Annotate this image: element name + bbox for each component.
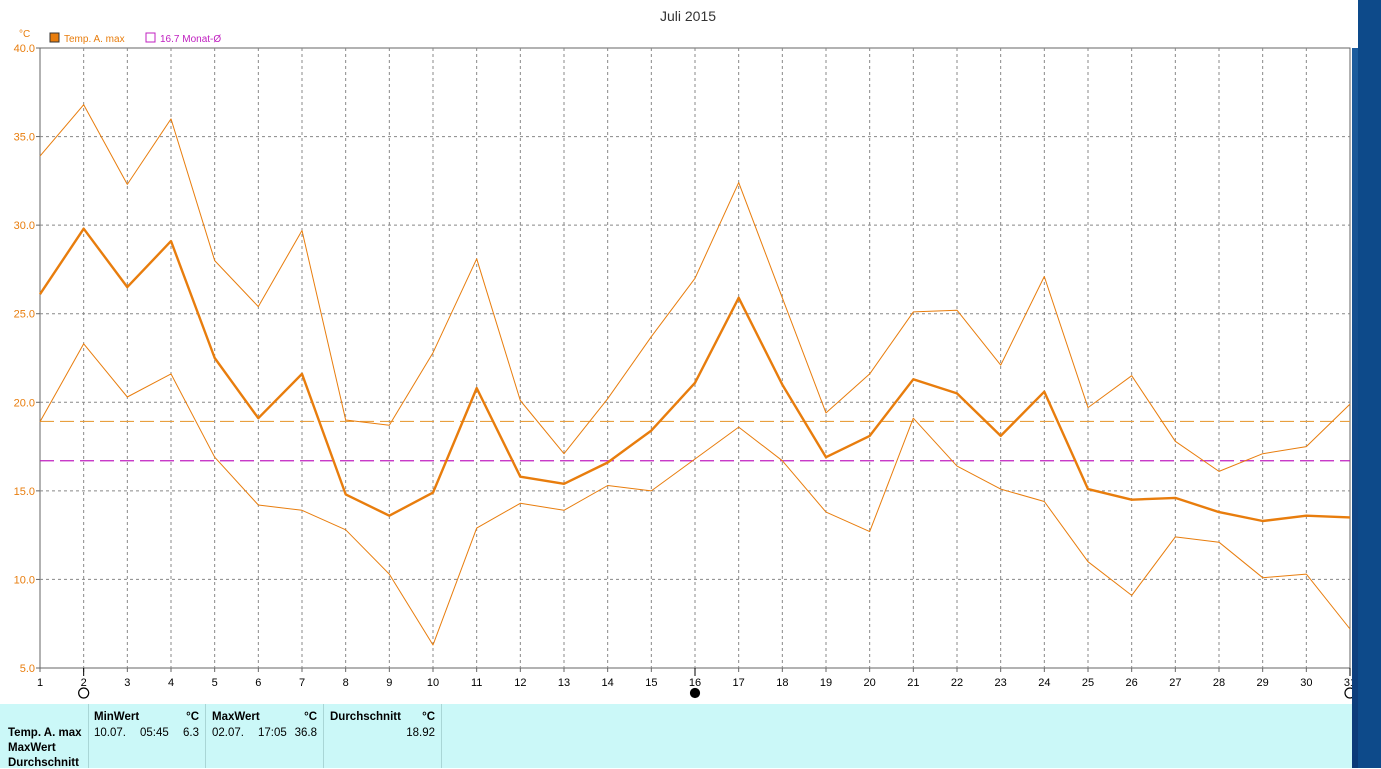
legend-swatch-temp-max <box>49 32 60 43</box>
x-tick-label: 21 <box>907 677 919 689</box>
x-tick-label: 20 <box>864 677 876 689</box>
min-value: 6.3 <box>183 727 199 739</box>
x-tick-label: 19 <box>820 677 832 689</box>
avg-value: 18.92 <box>406 727 435 739</box>
y-tick-label: 30.0 <box>14 220 35 232</box>
min-unit: °C <box>186 711 199 723</box>
min-time: 05:45 <box>140 727 169 739</box>
max-time: 17:05 <box>258 727 287 739</box>
x-tick-label: 7 <box>299 677 305 689</box>
x-tick-label: 26 <box>1126 677 1138 689</box>
legend: Temp. A. max 16.7 Monat-Ø <box>49 32 221 45</box>
x-tick-label: 17 <box>733 677 745 689</box>
avg-header: Durchschnitt <box>330 711 401 723</box>
window-edge <box>1352 0 1381 768</box>
legend-label-monthly-avg: 16.7 Monat-Ø <box>160 34 221 45</box>
stats-row-labels: Temp. A. max MaxWert Durchschnitt <box>0 704 89 769</box>
min-header: MinWert <box>94 711 140 723</box>
x-tick-label: 30 <box>1300 677 1312 689</box>
stats-row-label-avg: Durchschnitt <box>8 757 79 769</box>
series-lines <box>39 104 1351 646</box>
x-tick-label: 2 <box>81 677 87 689</box>
x-tick-label: 31 <box>1344 677 1352 689</box>
max-unit: °C <box>304 711 317 723</box>
day-markers <box>78 668 1352 699</box>
x-tick-label: 11 <box>471 677 482 689</box>
x-tick-label: 25 <box>1082 677 1094 689</box>
x-tick-label: 8 <box>343 677 349 689</box>
temperature-chart: Juli 2015 °C Temp. A. max 16.7 Monat-Ø 4… <box>14 8 1352 699</box>
y-tick-label: 20.0 <box>14 397 35 409</box>
series-line-upper <box>39 104 1351 472</box>
x-tick-label: 1 <box>37 677 43 689</box>
x-tick-label: 24 <box>1038 677 1050 689</box>
statistics-panel: Temp. A. max MaxWert Durchschnitt MinWer… <box>0 704 1352 769</box>
open-circle-marker <box>78 687 90 699</box>
max-date: 02.07. <box>212 727 244 739</box>
x-tick-label: 3 <box>124 677 130 689</box>
y-axis: 40.0 35.0 30.0 25.0 20.0 15.0 10.0 5.0 <box>14 43 40 675</box>
x-tick-label: 9 <box>386 677 392 689</box>
x-tick-label: 12 <box>514 677 526 689</box>
x-tick-label: 18 <box>776 677 788 689</box>
reference-lines <box>40 420 1350 462</box>
series-line-main <box>39 227 1351 523</box>
max-header: MaxWert <box>212 711 260 723</box>
x-tick-label: 14 <box>602 677 614 689</box>
x-tick-label: 5 <box>212 677 218 689</box>
x-tick-label: 29 <box>1257 677 1269 689</box>
x-tick-label: 27 <box>1169 677 1181 689</box>
x-tick-label: 6 <box>255 677 261 689</box>
legend-label-temp-max: Temp. A. max <box>64 34 125 45</box>
y-tick-label: 10.0 <box>14 574 35 586</box>
max-value: 36.8 <box>294 727 317 739</box>
avg-unit: °C <box>422 711 435 723</box>
y-tick-label: 5.0 <box>20 663 35 675</box>
x-tick-label: 13 <box>558 677 570 689</box>
y-tick-label: 35.0 <box>14 132 35 144</box>
y-tick-label: 15.0 <box>14 486 35 498</box>
x-tick-label: 28 <box>1213 677 1225 689</box>
x-axis: 1 2 3 4 5 6 7 8 9 10 11 12 13 14 15 16 17 18 19 20 21 22 23 24 2… <box>37 668 1352 689</box>
stats-row-label-temp: Temp. A. max <box>8 727 82 739</box>
series-line-lower <box>39 343 1351 646</box>
min-date: 10.07. <box>94 727 126 739</box>
legend-swatch-monthly-avg <box>145 32 156 43</box>
y-tick-label: 25.0 <box>14 309 35 321</box>
filled-circle-marker <box>689 687 701 699</box>
x-tick-label: 10 <box>427 677 439 689</box>
x-tick-label: 23 <box>995 677 1007 689</box>
y-tick-label: 40.0 <box>14 43 35 55</box>
stats-row-label-max: MaxWert <box>8 742 56 754</box>
stats-min-column: MinWert °C 10.07. 05:45 6.3 <box>89 704 206 768</box>
chart-title: Juli 2015 <box>660 8 716 24</box>
x-tick-label: 15 <box>645 677 657 689</box>
x-tick-label: 4 <box>168 677 174 689</box>
chart-grid <box>39 47 1351 669</box>
stats-avg-column: Durchschnitt °C 18.92 <box>324 704 442 768</box>
stats-max-column: MaxWert °C 02.07. 17:05 36.8 <box>206 704 324 768</box>
y-axis-unit: °C <box>19 29 30 40</box>
x-tick-label: 16 <box>689 677 701 689</box>
open-circle-marker <box>1344 687 1352 699</box>
x-tick-label: 22 <box>951 677 963 689</box>
